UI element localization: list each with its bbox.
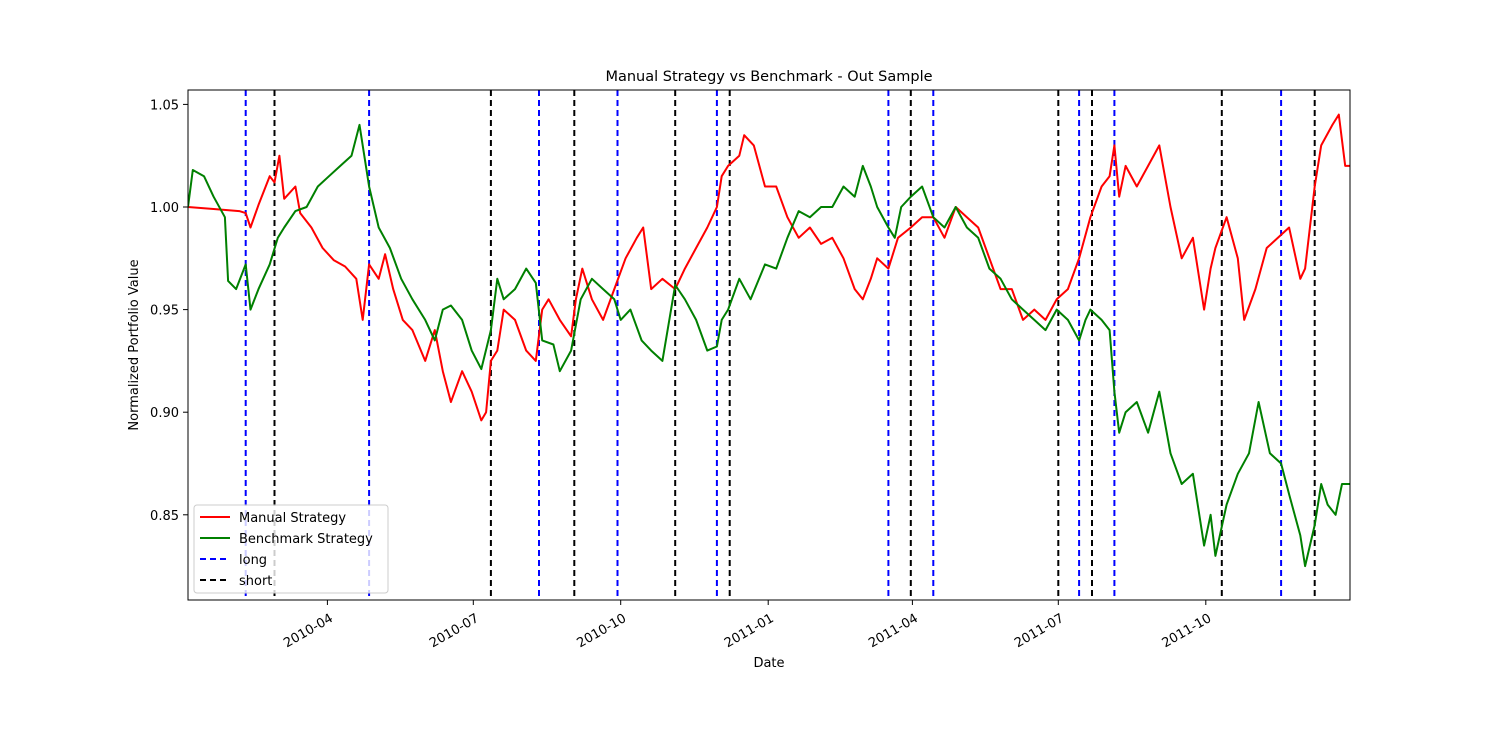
x-tick-label-3: 2011-01 xyxy=(722,611,777,651)
x-tick-label-5: 2011-07 xyxy=(1012,611,1067,651)
benchmark-strategy-line xyxy=(188,123,1350,568)
y-axis-label: Normalized Portfolio Value xyxy=(127,259,142,430)
legend-label-manual: Manual Strategy xyxy=(239,511,346,526)
x-axis-label: Date xyxy=(753,656,784,671)
chart-title: Manual Strategy vs Benchmark - Out Sampl… xyxy=(605,69,932,85)
x-tick-label-2: 2010-10 xyxy=(575,611,630,651)
y-tick-label-3: 1.00 xyxy=(150,201,179,216)
series-lines xyxy=(188,113,1350,568)
legend: Manual Strategy Benchmark Strategy long … xyxy=(193,504,389,594)
legend-label-short: short xyxy=(239,574,272,589)
y-tick-label-0: 0.85 xyxy=(150,509,179,524)
y-tick-label-2: 0.95 xyxy=(150,304,179,319)
signal-lines xyxy=(244,90,1316,600)
y-axis: 0.85 0.90 0.95 1.00 1.05 xyxy=(150,98,188,524)
x-tick-label-0: 2010-04 xyxy=(281,611,336,651)
y-tick-label-4: 1.05 xyxy=(150,98,179,113)
x-tick-label-1: 2010-07 xyxy=(427,611,482,651)
legend-label-benchmark: Benchmark Strategy xyxy=(239,532,373,547)
legend-label-long: long xyxy=(239,553,267,568)
manual-strategy-line xyxy=(188,113,1350,422)
plot-frame xyxy=(187,89,1351,601)
x-axis: 2010-04 2010-07 2010-10 2011-01 2011-04 2011-… xyxy=(281,600,1214,651)
x-tick-label-4: 2011-04 xyxy=(866,611,921,651)
x-tick-label-6: 2011-10 xyxy=(1160,611,1215,651)
y-tick-label-1: 0.90 xyxy=(150,406,179,421)
legend-box xyxy=(193,504,389,594)
